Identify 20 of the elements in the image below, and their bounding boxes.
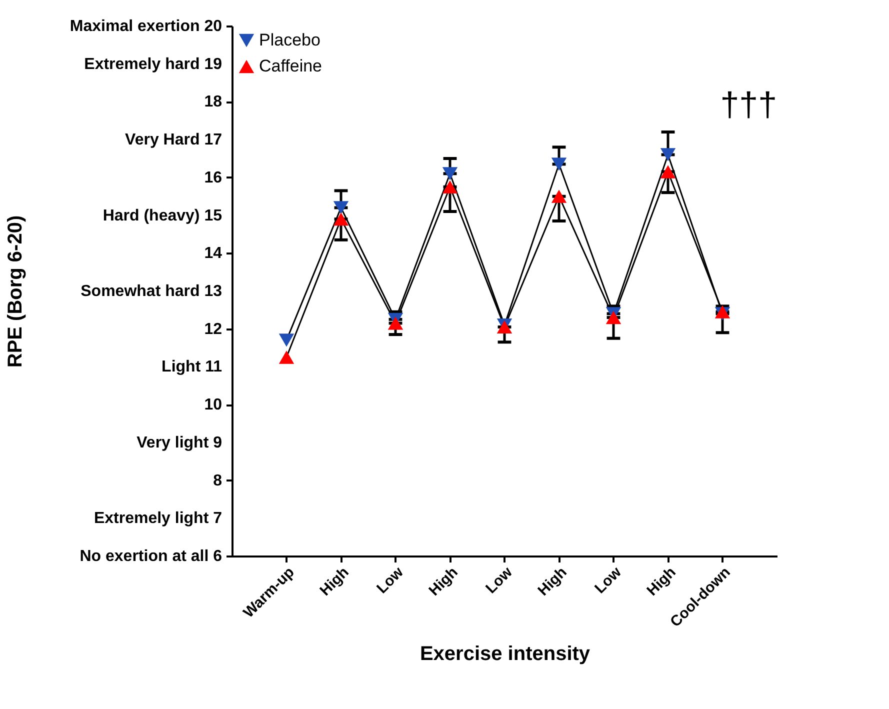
y-tick-label: 14 (204, 245, 222, 262)
legend-label: Placebo (259, 30, 320, 50)
y-tick-label: 18 (204, 94, 222, 111)
y-tick-label: 16 (204, 169, 222, 186)
y-tick-label: Extremely hard 19 (84, 56, 222, 73)
y-tick-label: Very Hard 17 (125, 132, 222, 149)
y-tick-label: Somewhat hard 13 (80, 283, 222, 300)
y-axis-title: RPE (Borg 6-20) (4, 215, 26, 368)
y-tick-label: Very light 9 (136, 434, 222, 452)
y-tick-label: 10 (204, 396, 222, 414)
y-tick-label: No exertion at all 6 (80, 548, 222, 565)
y-tick-label: 8 (213, 472, 222, 490)
y-tick-label: Hard (heavy) 15 (102, 207, 222, 224)
y-tick-label: 12 (204, 320, 222, 338)
x-axis-title: Exercise intensity (420, 642, 591, 665)
legend-label: Caffeine (259, 56, 322, 76)
y-tick-label: Extremely light 7 (94, 510, 222, 528)
y-tick-label: Light 11 (162, 358, 222, 376)
annotation: ††† (720, 86, 777, 124)
y-tick-label: Maximal exertion 20 (70, 18, 222, 35)
